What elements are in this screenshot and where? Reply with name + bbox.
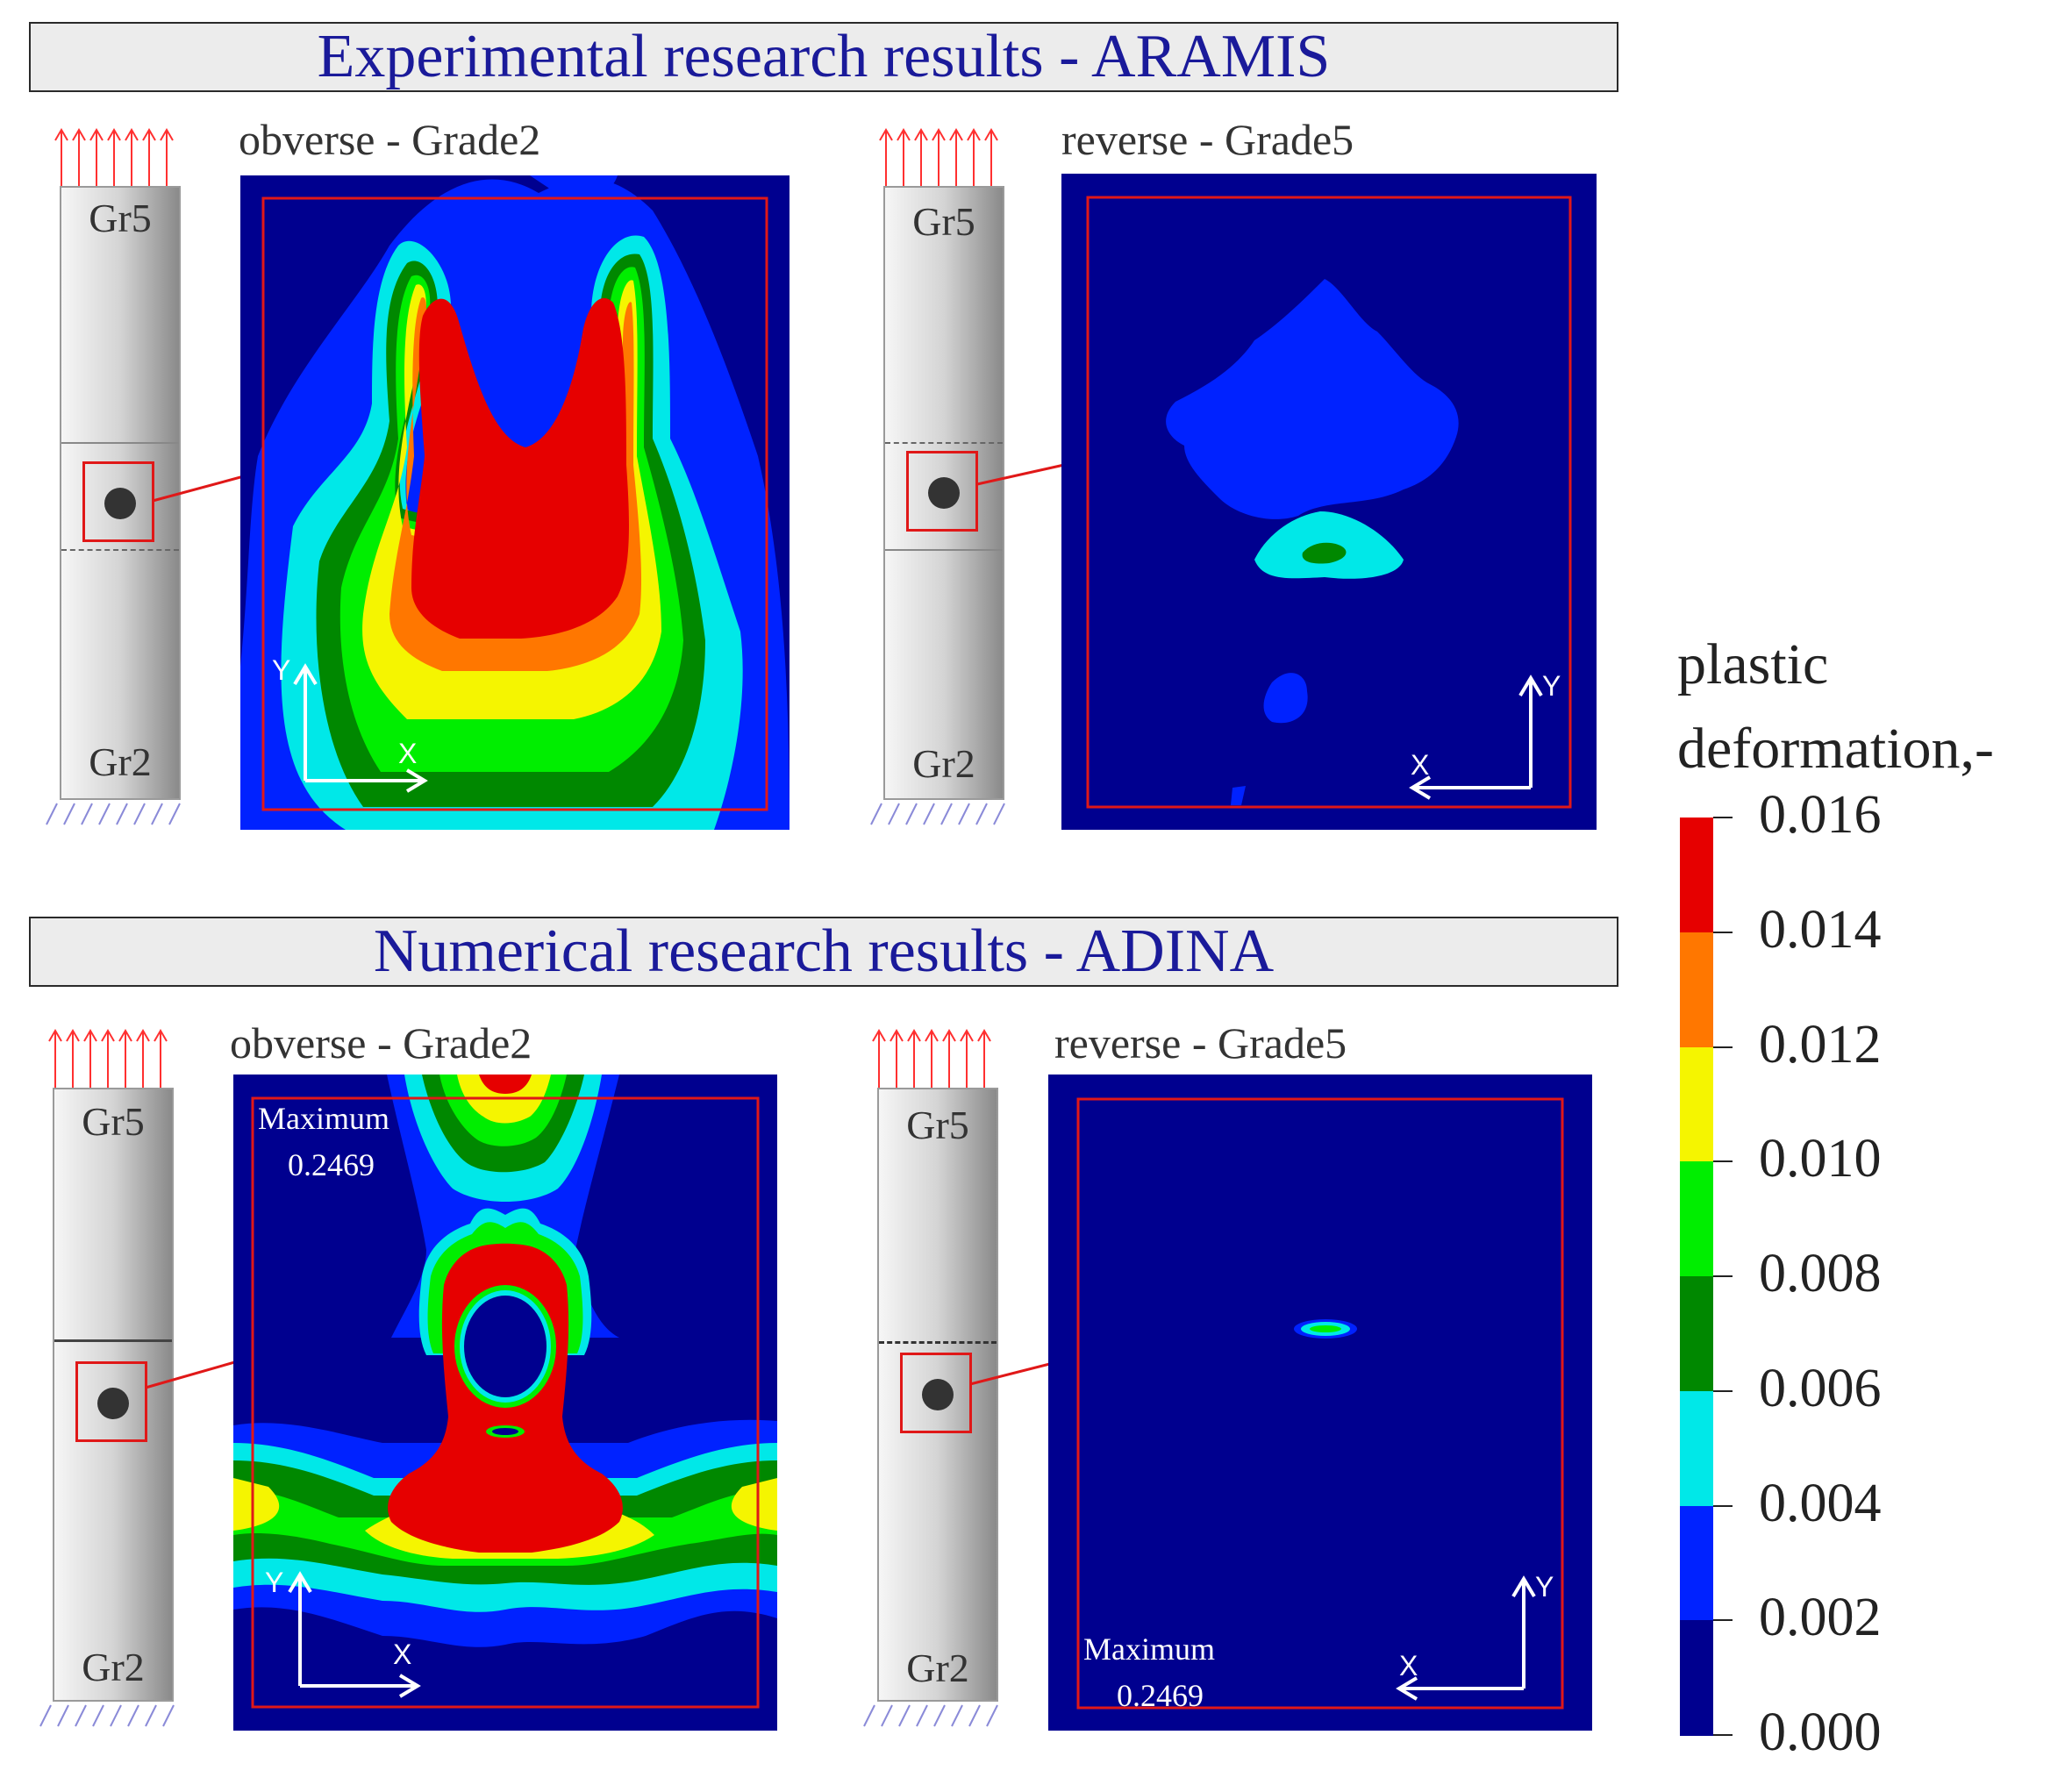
colorbar (1680, 818, 1713, 1736)
fixed-support-icon (870, 803, 1005, 825)
y-axis-label: Y (1535, 1571, 1554, 1603)
tension-arrows-icon (879, 128, 998, 191)
x-axis-label: X (1399, 1650, 1418, 1681)
gr5-label: Gr5 (89, 196, 152, 240)
colorbar-tick-label: 0.002 (1759, 1588, 1882, 1648)
colorbar-tick-mark (1713, 1046, 1733, 1048)
gr5-label: Gr5 (82, 1099, 145, 1144)
colorbar-tick-label: 0.000 (1759, 1703, 1882, 1762)
fixed-support-icon (863, 1704, 998, 1727)
x-axis-label: X (1411, 749, 1429, 781)
x-axis-label: X (393, 1639, 411, 1670)
colorbar-tick-mark (1713, 817, 1733, 818)
colorbar-tick-label: 0.014 (1759, 899, 1882, 960)
colorbar-segment (1680, 1276, 1713, 1392)
colorbar-segment (1680, 932, 1713, 1048)
adina-reverse-contour: Y X Maximum 0.2469 (1048, 1075, 1592, 1731)
aramis-obverse-title: obverse - Grade2 (239, 115, 541, 164)
x-axis-label: X (398, 738, 417, 769)
specimen-bar: Gr5 Gr2 (53, 1088, 174, 1702)
aramis-reverse-title: reverse - Grade5 (1061, 115, 1354, 164)
colorbar-segment (1680, 1390, 1713, 1507)
colorbar-segment (1680, 1620, 1713, 1736)
tension-arrows-icon (54, 128, 174, 191)
specimen-bar: Gr5 Gr2 (877, 1088, 998, 1702)
y-axis-label: Y (272, 654, 290, 686)
colorbar-tick-label: 0.016 (1759, 785, 1882, 845)
maximum-value: 0.2469 (1117, 1678, 1204, 1713)
tension-arrows-icon (48, 1029, 168, 1092)
colorbar-tick-mark (1713, 1619, 1733, 1622)
colorbar-segment (1680, 1046, 1713, 1163)
adina-reverse-title: reverse - Grade5 (1054, 1018, 1347, 1067)
banner-numerical: Numerical research results - ADINA (29, 917, 1618, 987)
maximum-label: Maximum (1083, 1631, 1215, 1667)
colorbar-tick-label: 0.004 (1759, 1473, 1882, 1533)
colorbar-tick-mark (1713, 1160, 1733, 1163)
gr5-label: Gr5 (906, 1103, 969, 1147)
colorbar-segment (1680, 1505, 1713, 1622)
banner-experimental-text: Experimental research results - ARAMIS (317, 23, 1331, 90)
colorbar-title-line1: plastic (1677, 632, 1829, 696)
colorbar-tick-mark (1713, 1389, 1733, 1392)
fixed-support-icon (46, 803, 181, 825)
colorbar-tick-label: 0.012 (1759, 1014, 1882, 1075)
fixed-support-icon (39, 1704, 175, 1727)
colorbar-segment (1680, 818, 1713, 933)
maximum-label: Maximum (258, 1101, 389, 1136)
maximum-value: 0.2469 (288, 1147, 375, 1182)
colorbar-tick-label: 0.010 (1759, 1129, 1882, 1189)
y-axis-label: Y (265, 1567, 283, 1598)
aramis-obverse-contour: Y X (240, 175, 790, 830)
colorbar-tick-label: 0.006 (1759, 1358, 1882, 1418)
gr2-label: Gr2 (82, 1645, 145, 1689)
tension-arrows-icon (872, 1029, 991, 1092)
colorbar-tick-mark (1713, 931, 1733, 933)
adina-obverse-title: obverse - Grade2 (230, 1018, 532, 1067)
colorbar-tick-mark (1713, 1275, 1733, 1277)
aramis-reverse-contour: Y X (1061, 174, 1597, 830)
gr2-label: Gr2 (89, 739, 152, 784)
banner-numerical-text: Numerical research results - ADINA (373, 917, 1275, 985)
banner-experimental: Experimental research results - ARAMIS (29, 22, 1618, 92)
adina-obverse-contour: Y X Maximum 0.2469 (233, 1075, 777, 1731)
specimen-bar: Gr5 Gr2 (883, 186, 1004, 800)
colorbar-tick-mark (1713, 1734, 1733, 1736)
colorbar-tick-label: 0.008 (1759, 1244, 1882, 1303)
colorbar-title-line2: deformation,- (1677, 717, 1995, 781)
colorbar-segment (1680, 1161, 1713, 1277)
colorbar-tick-mark (1713, 1504, 1733, 1507)
gr5-label: Gr5 (912, 199, 975, 244)
gr2-label: Gr2 (912, 741, 975, 786)
gr2-label: Gr2 (906, 1646, 969, 1690)
y-axis-label: Y (1542, 670, 1561, 702)
specimen-bar: Gr5 Gr2 (60, 186, 181, 800)
